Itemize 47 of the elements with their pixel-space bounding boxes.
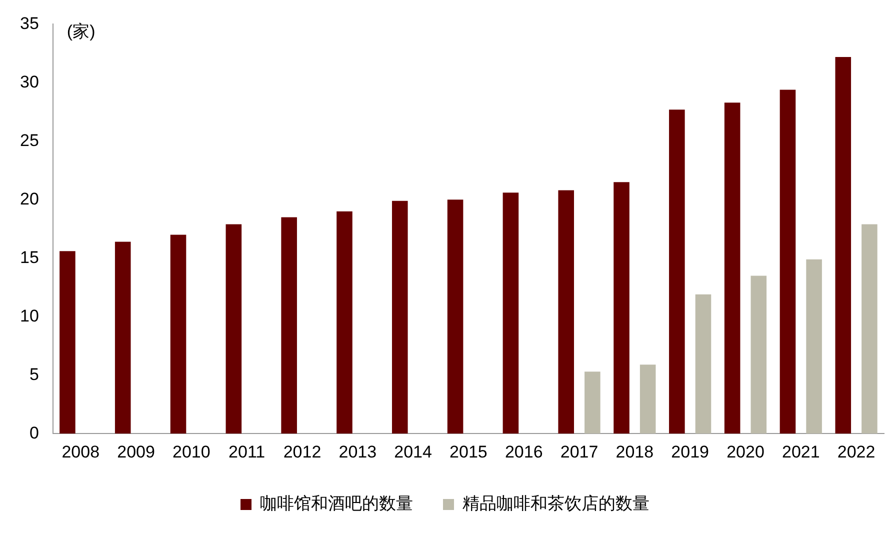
- bar: [640, 364, 656, 434]
- bar: [862, 224, 878, 434]
- x-tick-label: 2009: [117, 442, 155, 462]
- y-tick-label: 20: [20, 189, 39, 208]
- x-tick-label: 2019: [671, 442, 709, 462]
- bar: [750, 276, 767, 434]
- y-tick-label: 30: [20, 72, 39, 92]
- x-tick-label: 2021: [782, 442, 820, 462]
- bar: [558, 190, 574, 434]
- y-tick-label: 25: [20, 130, 39, 150]
- x-tick-label: 2013: [338, 442, 377, 462]
- bar: [806, 259, 822, 434]
- x-tick-label: 2012: [283, 442, 322, 462]
- legend-label: 精品咖啡和茶饮店的数量: [462, 494, 650, 514]
- x-tick-label: 2008: [62, 442, 100, 462]
- bar: [170, 234, 186, 434]
- bar: [281, 217, 297, 434]
- bar: [780, 90, 796, 434]
- bar: [392, 200, 408, 434]
- x-tick-label: 2018: [616, 442, 654, 462]
- bar: [226, 224, 242, 434]
- x-tick-label: 2020: [726, 442, 764, 462]
- bar: [724, 102, 740, 434]
- bar: [60, 251, 76, 434]
- x-tick-label: 2017: [560, 442, 598, 462]
- x-tick-label: 2015: [450, 442, 488, 462]
- bar: [669, 110, 685, 434]
- y-tick-label: 35: [20, 14, 39, 33]
- bar: [336, 211, 352, 434]
- y-axis-title: (家): [66, 22, 96, 41]
- bar: [835, 56, 852, 434]
- x-tick-label: 2014: [394, 442, 432, 462]
- bar: [695, 294, 712, 434]
- bar: [614, 182, 630, 434]
- x-tick-label: 2016: [504, 442, 543, 462]
- x-tick-label: 2011: [228, 442, 266, 462]
- y-tick-label: 10: [20, 306, 39, 326]
- y-tick-label: 15: [20, 248, 39, 267]
- bar: [114, 242, 131, 434]
- x-tick-label: 2022: [837, 442, 876, 462]
- y-tick-label: 5: [29, 364, 39, 384]
- bar: [502, 192, 519, 434]
- legend-label: 咖啡馆和酒吧的数量: [260, 494, 413, 514]
- bar: [447, 200, 464, 434]
- y-tick-label: 0: [29, 423, 39, 442]
- x-tick-label: 2010: [172, 442, 210, 462]
- bar: [584, 372, 600, 434]
